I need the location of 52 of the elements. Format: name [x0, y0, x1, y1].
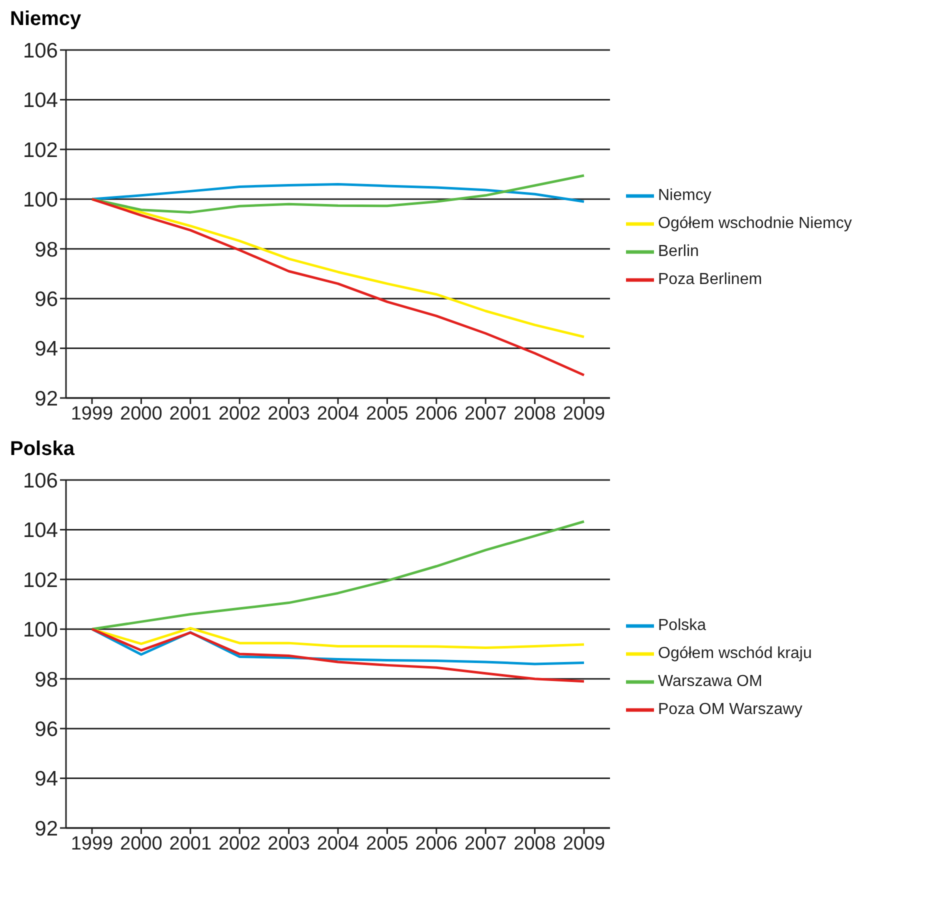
x-tick-label: 2007 [464, 833, 507, 854]
legend-label: Polska [658, 617, 706, 634]
y-tick-label: 102 [22, 138, 58, 162]
legend-label: Niemcy [658, 187, 712, 204]
x-tick-label: 2009 [562, 833, 606, 854]
y-tick-label: 100 [22, 188, 58, 212]
chart-title: Niemcy [9, 8, 82, 32]
x-tick-label: 2008 [514, 833, 556, 854]
legend-label: Ogółem wschód kraju [658, 645, 812, 662]
x-tick-label: 2006 [415, 833, 458, 854]
y-tick-label: 92 [34, 387, 58, 410]
x-tick-label: 2001 [169, 833, 212, 854]
y-tick-label: 100 [22, 618, 58, 642]
x-tick-label: 2003 [268, 403, 310, 424]
y-tick-label: 104 [22, 519, 58, 542]
x-tick-label: 2000 [120, 833, 162, 854]
y-tick-label: 96 [34, 718, 58, 742]
x-tick-label: 2003 [268, 833, 310, 854]
x-tick-label: 2004 [316, 403, 360, 424]
x-tick-label: 2002 [218, 403, 261, 424]
x-tick-label: 2009 [562, 403, 606, 424]
line-series [90, 198, 586, 376]
legend-label: Berlin [658, 243, 699, 260]
x-tick-label: 2002 [218, 833, 261, 854]
x-tick-label: 1999 [70, 403, 114, 424]
x-tick-label: 2008 [514, 403, 556, 424]
line-series [90, 520, 586, 630]
line-series [90, 174, 586, 214]
line-series [90, 628, 586, 683]
x-tick-label: 2007 [464, 403, 507, 424]
x-tick-label: 2005 [366, 403, 408, 424]
y-tick-label: 94 [34, 338, 58, 361]
x-tick-label: 2000 [120, 403, 162, 424]
y-tick-label: 92 [34, 817, 58, 840]
legend-label: Warszawa OM [658, 673, 762, 690]
y-tick-label: 102 [22, 568, 58, 592]
x-tick-label: 2004 [316, 833, 360, 854]
y-tick-label: 104 [22, 89, 58, 112]
y-tick-label: 106 [22, 39, 58, 62]
y-tick-label: 106 [22, 469, 58, 492]
y-tick-label: 96 [34, 288, 58, 312]
x-tick-label: 2005 [366, 833, 408, 854]
y-tick-label: 94 [34, 768, 58, 791]
x-tick-label: 2001 [169, 403, 212, 424]
legend-label: Poza Berlinem [658, 271, 762, 288]
y-tick-label: 98 [34, 668, 58, 692]
legend-label: Ogółem wschodnie Niemcy [658, 215, 852, 232]
chart-title: Polska [9, 438, 76, 462]
x-tick-label: 2006 [415, 403, 458, 424]
x-tick-label: 1999 [70, 833, 114, 854]
legend-label: Poza OM Warszawy [658, 701, 802, 718]
y-tick-label: 98 [34, 238, 58, 262]
